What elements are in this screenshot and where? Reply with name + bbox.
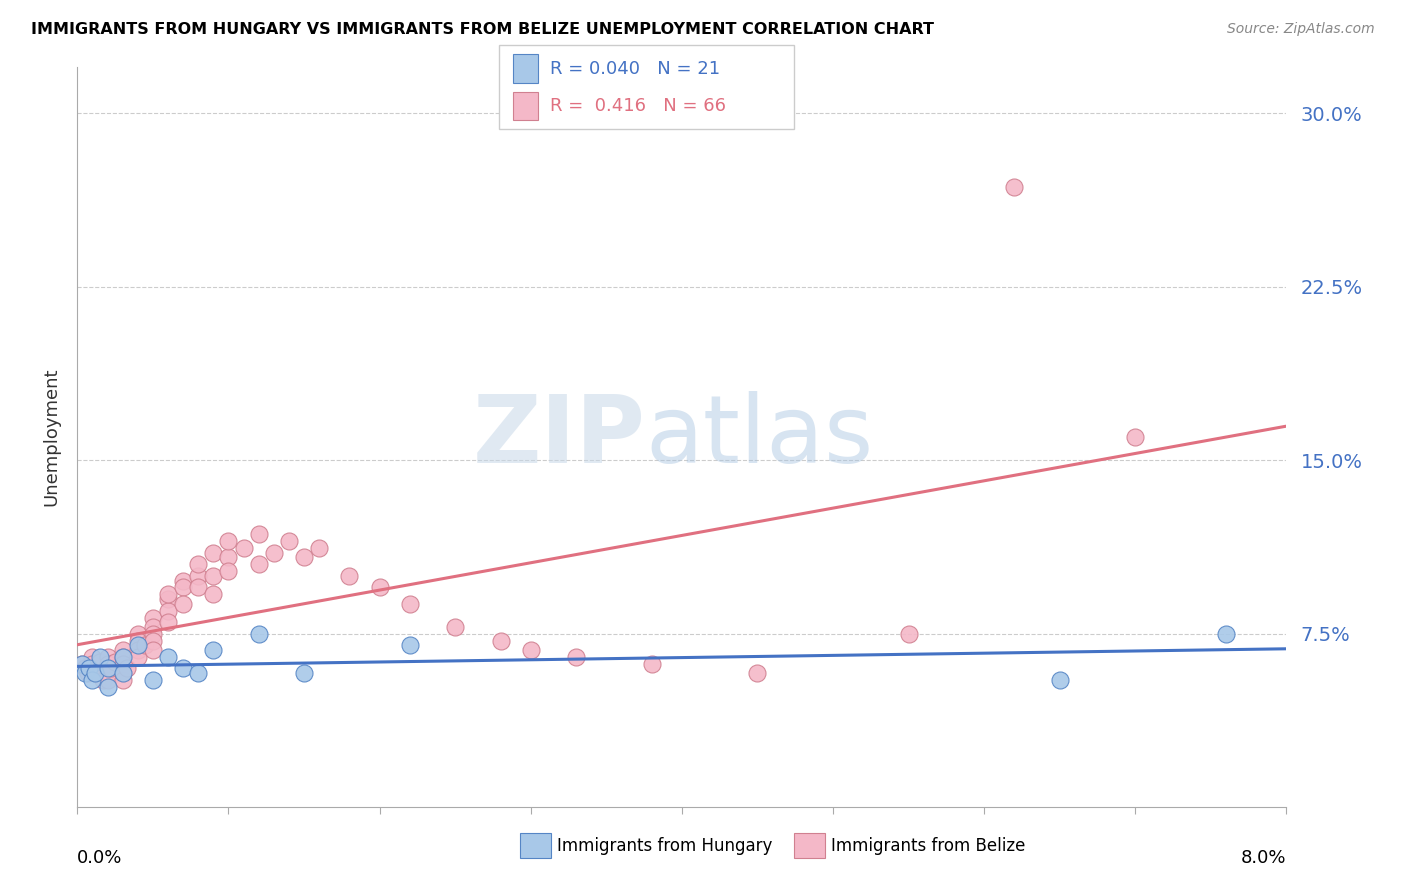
Point [73,661,96,675]
Point [1049,673,1071,687]
Point [111,673,134,687]
Point [96,657,118,671]
Text: atlas: atlas [645,391,875,483]
Point [202,643,225,657]
Point [1215,626,1237,640]
Point [111,666,134,681]
Point [444,620,467,634]
Point [202,587,225,601]
Point [142,610,165,624]
Point [96,680,118,694]
Point [127,649,149,664]
Point [89,649,111,664]
Point [292,550,315,565]
Point [96,666,118,681]
Point [70,657,93,671]
Point [172,581,194,595]
Point [84,666,107,681]
Point [127,626,149,640]
Point [218,550,240,565]
Point [187,569,209,583]
Point [96,649,118,664]
Point [399,638,422,652]
Point [142,620,165,634]
Point [187,581,209,595]
Point [247,626,270,640]
Point [70,657,93,671]
Point [82,657,104,671]
Point [77,666,100,681]
Point [172,661,194,675]
Point [339,569,360,583]
Point [368,581,391,595]
Point [84,666,107,681]
Text: Immigrants from Hungary: Immigrants from Hungary [557,837,772,855]
Text: 8.0%: 8.0% [1241,849,1286,867]
Point [292,666,315,681]
Point [142,633,165,648]
Point [79,661,101,675]
Point [111,643,134,657]
Point [134,638,156,652]
Point [565,649,588,664]
Point [104,655,127,669]
Point [157,649,180,664]
Point [247,527,270,541]
Point [73,666,96,681]
Point [1125,430,1147,444]
Point [111,666,134,681]
Point [127,643,149,657]
Point [218,564,240,578]
Point [172,597,194,611]
Y-axis label: Unemployment: Unemployment [42,368,60,507]
Point [187,666,209,681]
Point [96,673,118,687]
Text: R =  0.416   N = 66: R = 0.416 N = 66 [550,97,725,115]
Text: R = 0.040   N = 21: R = 0.040 N = 21 [550,60,720,78]
Point [82,649,104,664]
Point [263,546,285,560]
Text: ZIP: ZIP [472,391,645,483]
Point [489,633,512,648]
Point [747,666,769,681]
Point [82,673,104,687]
Point [641,657,664,671]
Point [187,558,209,572]
Point [278,534,301,549]
Point [172,574,194,588]
Point [127,638,149,652]
Point [157,587,180,601]
Point [127,633,149,648]
Text: 0.0%: 0.0% [77,849,122,867]
Point [308,541,330,555]
Point [247,558,270,572]
Point [96,661,118,675]
Point [86,661,108,675]
Point [100,661,122,675]
Point [89,655,111,669]
Point [399,597,422,611]
Point [897,626,920,640]
Point [157,604,180,618]
Point [111,657,134,671]
Text: IMMIGRANTS FROM HUNGARY VS IMMIGRANTS FROM BELIZE UNEMPLOYMENT CORRELATION CHART: IMMIGRANTS FROM HUNGARY VS IMMIGRANTS FR… [31,22,934,37]
Point [157,615,180,630]
Point [91,673,114,687]
Point [115,661,138,675]
Point [111,649,134,664]
Point [1004,180,1026,194]
Point [202,569,225,583]
Text: Source: ZipAtlas.com: Source: ZipAtlas.com [1227,22,1375,37]
Point [111,649,134,664]
Point [520,643,543,657]
Point [142,626,165,640]
Point [202,546,225,560]
Point [142,673,165,687]
Point [157,592,180,607]
Point [232,541,254,555]
Point [218,534,240,549]
Text: Immigrants from Belize: Immigrants from Belize [831,837,1025,855]
Point [142,643,165,657]
